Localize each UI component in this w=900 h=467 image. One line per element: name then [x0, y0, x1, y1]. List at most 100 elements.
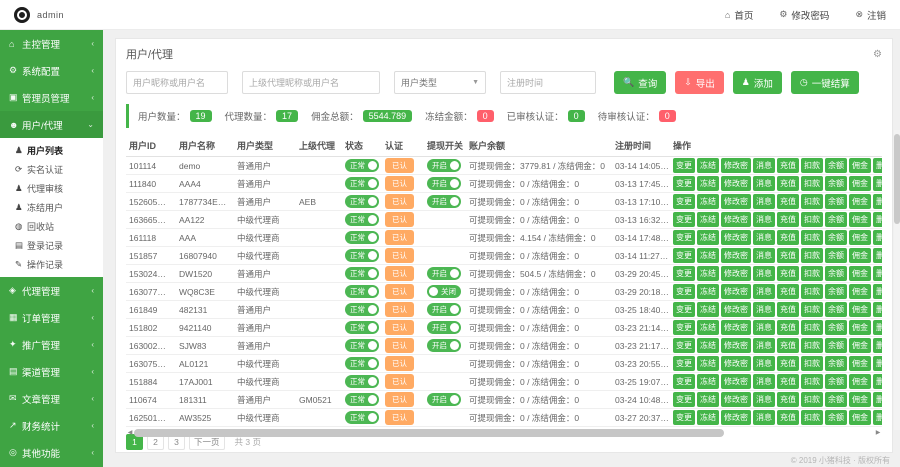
action-button-佣金[interactable]: 佣金 [849, 212, 871, 227]
action-button-消息[interactable]: 消息 [753, 194, 775, 209]
action-button-变更[interactable]: 变更 [673, 248, 695, 263]
action-button-冻结[interactable]: 冻结 [697, 230, 719, 245]
action-button-扣款[interactable]: 扣款 [801, 158, 823, 173]
action-button-扣款[interactable]: 扣款 [801, 176, 823, 191]
agent-search-input[interactable] [242, 71, 380, 94]
cert-badge[interactable]: 已认 [385, 176, 414, 191]
sidebar-item[interactable]: ⌂ 主控管理 ‹ [0, 30, 103, 57]
action-button-佣金[interactable]: 佣金 [849, 374, 871, 389]
scroll-right-icon[interactable]: ▶ [875, 430, 881, 436]
action-button-充值[interactable]: 充值 [777, 302, 799, 317]
action-button-变更[interactable]: 变更 [673, 194, 695, 209]
action-button-消息[interactable]: 消息 [753, 248, 775, 263]
action-button-余额[interactable]: 余额 [825, 356, 847, 371]
withdraw-toggle[interactable]: 开启 [427, 303, 461, 316]
action-button-消息[interactable]: 消息 [753, 320, 775, 335]
action-button-修改密[interactable]: 修改密 [721, 248, 751, 263]
status-toggle[interactable]: 正常 [345, 321, 379, 334]
cert-badge[interactable]: 已认 [385, 284, 414, 299]
action-button-消息[interactable]: 消息 [753, 176, 775, 191]
action-button-变更[interactable]: 变更 [673, 410, 695, 425]
action-button-修改密[interactable]: 修改密 [721, 176, 751, 191]
action-button-消息[interactable]: 消息 [753, 356, 775, 371]
status-toggle[interactable]: 正常 [345, 159, 379, 172]
cert-badge[interactable]: 已认 [385, 248, 414, 263]
cert-badge[interactable]: 已认 [385, 194, 414, 209]
action-button-佣金[interactable]: 佣金 [849, 176, 871, 191]
sidebar-item-users-agents[interactable]: ☻ 用户/代理 ⌄ [0, 111, 103, 138]
action-button-删除[interactable]: 删除 [873, 266, 882, 281]
action-button-扣款[interactable]: 扣款 [801, 392, 823, 407]
action-button-修改密[interactable]: 修改密 [721, 284, 751, 299]
action-button-扣款[interactable]: 扣款 [801, 356, 823, 371]
cert-badge[interactable]: 已认 [385, 320, 414, 335]
vertical-scrollbar[interactable] [894, 130, 900, 430]
action-button-变更[interactable]: 变更 [673, 212, 695, 227]
search-button[interactable]: 🔍 查询 [614, 71, 667, 94]
withdraw-toggle[interactable]: 开启 [427, 321, 461, 334]
action-button-变更[interactable]: 变更 [673, 266, 695, 281]
action-button-删除[interactable]: 删除 [873, 248, 882, 263]
action-button-修改密[interactable]: 修改密 [721, 392, 751, 407]
action-button-扣款[interactable]: 扣款 [801, 284, 823, 299]
action-button-修改密[interactable]: 修改密 [721, 410, 751, 425]
sidebar-item[interactable]: ✦ 推广管理 ‹ [0, 331, 103, 358]
action-button-扣款[interactable]: 扣款 [801, 338, 823, 353]
submenu-item[interactable]: ♟ 代理审核 [0, 179, 103, 198]
status-toggle[interactable]: 正常 [345, 393, 379, 406]
action-button-消息[interactable]: 消息 [753, 230, 775, 245]
action-button-充值[interactable]: 充值 [777, 266, 799, 281]
submenu-item[interactable]: ▤ 登录记录 [0, 236, 103, 255]
action-button-扣款[interactable]: 扣款 [801, 374, 823, 389]
register-time-input[interactable] [500, 71, 596, 94]
sidebar-item[interactable]: ▣ 管理员管理 ‹ [0, 84, 103, 111]
action-button-删除[interactable]: 删除 [873, 158, 882, 173]
action-button-余额[interactable]: 余额 [825, 212, 847, 227]
action-button-佣金[interactable]: 佣金 [849, 356, 871, 371]
action-button-修改密[interactable]: 修改密 [721, 266, 751, 281]
action-button-删除[interactable]: 删除 [873, 392, 882, 407]
scroll-left-icon[interactable]: ◀ [127, 430, 133, 436]
withdraw-toggle[interactable]: 开启 [427, 195, 461, 208]
status-toggle[interactable]: 正常 [345, 357, 379, 370]
action-button-充值[interactable]: 充值 [777, 392, 799, 407]
action-button-变更[interactable]: 变更 [673, 176, 695, 191]
action-button-冻结[interactable]: 冻结 [697, 392, 719, 407]
topnav-item-logout[interactable]: ⊗ 注销 [855, 8, 886, 22]
action-button-冻结[interactable]: 冻结 [697, 212, 719, 227]
action-button-充值[interactable]: 充值 [777, 230, 799, 245]
cert-badge[interactable]: 已认 [385, 374, 414, 389]
sidebar-item[interactable]: ▤ 渠道管理 ‹ [0, 358, 103, 385]
page-button[interactable]: 1 [126, 434, 143, 450]
action-button-消息[interactable]: 消息 [753, 302, 775, 317]
action-button-余额[interactable]: 余额 [825, 266, 847, 281]
withdraw-toggle[interactable]: 开启 [427, 339, 461, 352]
sidebar-item[interactable]: ◎ 其他功能 ‹ [0, 439, 103, 466]
action-button-修改密[interactable]: 修改密 [721, 230, 751, 245]
action-button-余额[interactable]: 余额 [825, 302, 847, 317]
action-button-佣金[interactable]: 佣金 [849, 194, 871, 209]
username-search-input[interactable] [126, 71, 228, 94]
action-button-充值[interactable]: 充值 [777, 194, 799, 209]
action-button-变更[interactable]: 变更 [673, 392, 695, 407]
cert-badge[interactable]: 已认 [385, 266, 414, 281]
action-button-变更[interactable]: 变更 [673, 356, 695, 371]
action-button-变更[interactable]: 变更 [673, 284, 695, 299]
action-button-余额[interactable]: 余额 [825, 176, 847, 191]
action-button-冻结[interactable]: 冻结 [697, 338, 719, 353]
withdraw-toggle[interactable]: 开启 [427, 393, 461, 406]
action-button-变更[interactable]: 变更 [673, 320, 695, 335]
action-button-冻结[interactable]: 冻结 [697, 374, 719, 389]
cert-badge[interactable]: 已认 [385, 230, 414, 245]
cert-badge[interactable]: 已认 [385, 338, 414, 353]
hscroll-thumb[interactable] [134, 429, 724, 437]
submenu-item[interactable]: ♟ 冻结用户 [0, 198, 103, 217]
action-button-冻结[interactable]: 冻结 [697, 410, 719, 425]
action-button-冻结[interactable]: 冻结 [697, 266, 719, 281]
status-toggle[interactable]: 正常 [345, 267, 379, 280]
action-button-冻结[interactable]: 冻结 [697, 302, 719, 317]
action-button-余额[interactable]: 余额 [825, 284, 847, 299]
action-button-充值[interactable]: 充值 [777, 248, 799, 263]
cert-badge[interactable]: 已认 [385, 212, 414, 227]
status-toggle[interactable]: 正常 [345, 285, 379, 298]
